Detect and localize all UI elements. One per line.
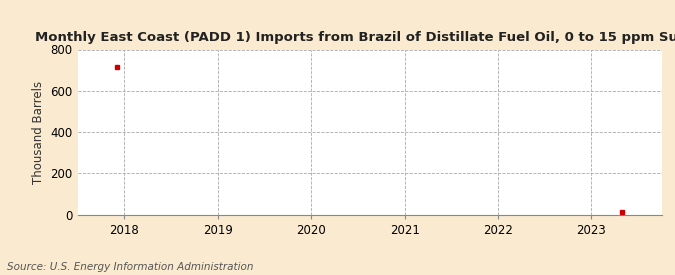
Title: Monthly East Coast (PADD 1) Imports from Brazil of Distillate Fuel Oil, 0 to 15 : Monthly East Coast (PADD 1) Imports from… [34,31,675,44]
Text: Source: U.S. Energy Information Administration: Source: U.S. Energy Information Administ… [7,262,253,271]
Y-axis label: Thousand Barrels: Thousand Barrels [32,80,45,184]
